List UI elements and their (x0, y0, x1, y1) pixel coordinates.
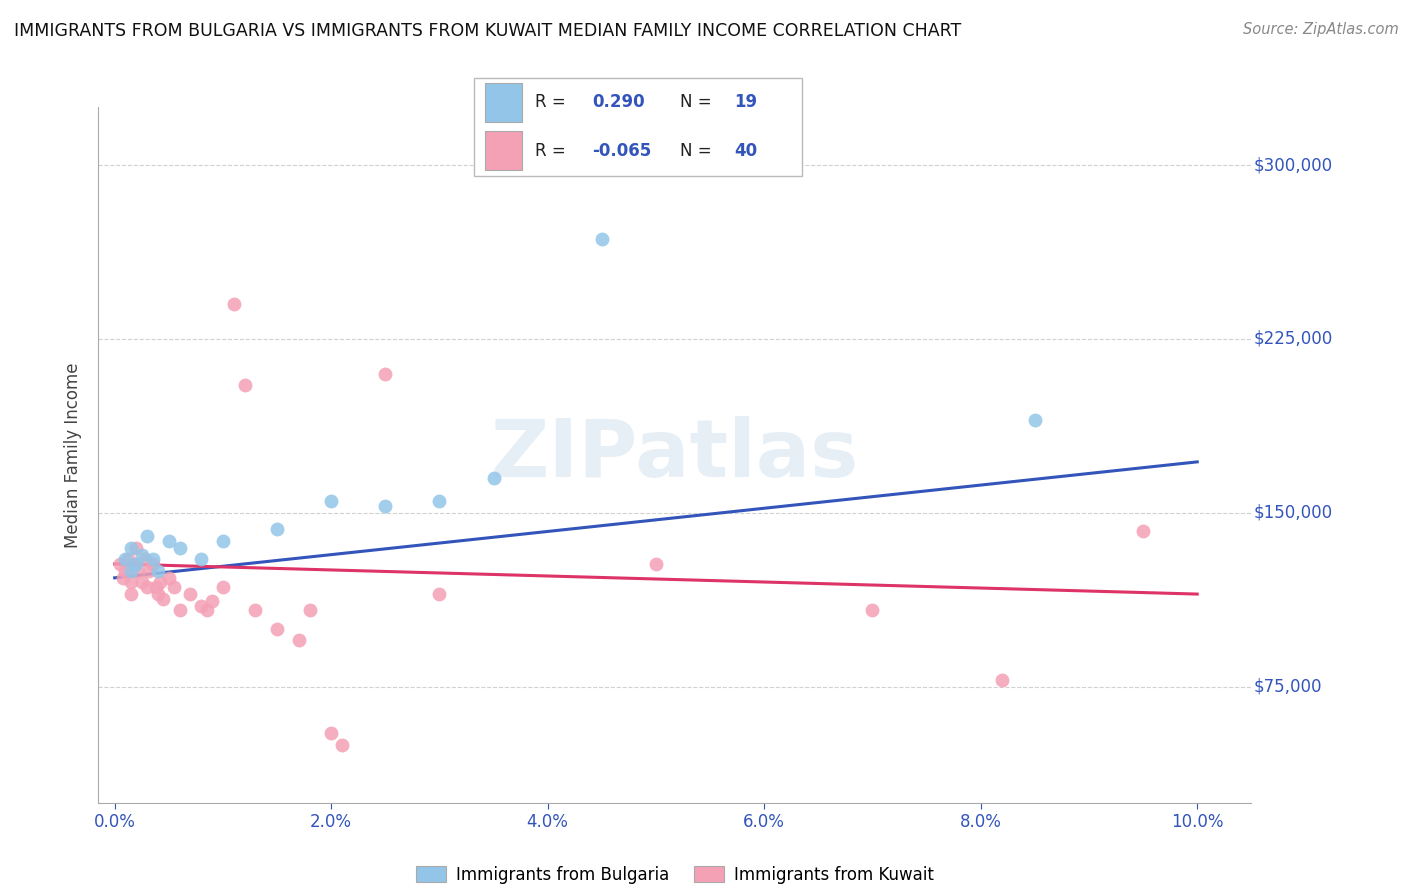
Y-axis label: Median Family Income: Median Family Income (65, 362, 83, 548)
Point (108, 557, 131, 571)
Point (222, 297, 245, 311)
Point (145, 580, 167, 594)
Point (321, 494, 343, 508)
Point (266, 522, 288, 536)
Point (152, 591, 174, 606)
Text: $150,000: $150,000 (1254, 504, 1333, 522)
Text: 0.290: 0.290 (592, 94, 645, 112)
Point (374, 499, 396, 513)
Point (179, 587, 201, 601)
Point (991, 673, 1014, 687)
Point (157, 571, 180, 585)
Point (321, 726, 343, 740)
Point (112, 571, 135, 585)
Point (233, 378, 256, 392)
Point (190, 599, 212, 613)
Point (201, 594, 224, 608)
Point (429, 587, 451, 601)
Point (125, 557, 148, 571)
Point (138, 564, 160, 578)
Point (287, 633, 309, 648)
Point (131, 548, 153, 562)
Text: $75,000: $75,000 (1254, 678, 1322, 696)
Point (141, 557, 163, 571)
Point (149, 575, 172, 590)
Text: $300,000: $300,000 (1254, 156, 1333, 174)
Text: ZIPatlas: ZIPatlas (491, 416, 859, 494)
Point (127, 564, 149, 578)
FancyBboxPatch shape (485, 83, 522, 122)
Point (120, 541, 142, 555)
Point (122, 557, 145, 571)
Point (125, 541, 148, 555)
Text: R =: R = (536, 142, 565, 160)
Text: 40: 40 (734, 142, 758, 160)
Point (482, 471, 505, 485)
Point (245, 603, 267, 617)
Point (117, 552, 139, 566)
Point (374, 367, 396, 381)
Point (195, 603, 218, 617)
Point (134, 552, 156, 566)
Text: 19: 19 (734, 94, 758, 112)
Point (266, 622, 288, 636)
Point (114, 552, 136, 566)
Point (146, 587, 169, 601)
Point (212, 533, 235, 548)
Point (330, 738, 353, 752)
Point (1024, 413, 1046, 427)
Point (212, 580, 235, 594)
Point (120, 575, 142, 590)
Point (120, 587, 142, 601)
Point (169, 541, 191, 555)
Point (146, 564, 169, 578)
Point (141, 552, 163, 566)
Point (591, 232, 613, 246)
Point (190, 552, 212, 566)
Text: $225,000: $225,000 (1254, 330, 1333, 348)
Text: -0.065: -0.065 (592, 142, 652, 160)
Text: IMMIGRANTS FROM BULGARIA VS IMMIGRANTS FROM KUWAIT MEDIAN FAMILY INCOME CORRELAT: IMMIGRANTS FROM BULGARIA VS IMMIGRANTS F… (14, 22, 962, 40)
Point (136, 580, 159, 594)
Point (114, 564, 136, 578)
Text: N =: N = (681, 142, 711, 160)
Point (1132, 524, 1154, 539)
Point (136, 529, 159, 543)
Text: R =: R = (536, 94, 565, 112)
Point (169, 603, 191, 617)
Point (298, 603, 321, 617)
Point (862, 603, 884, 617)
Text: Source: ZipAtlas.com: Source: ZipAtlas.com (1243, 22, 1399, 37)
Point (429, 494, 451, 508)
Text: N =: N = (681, 94, 711, 112)
Point (120, 564, 142, 578)
Point (157, 533, 180, 548)
Point (131, 575, 153, 590)
FancyBboxPatch shape (474, 78, 801, 177)
Point (163, 580, 186, 594)
Point (645, 557, 668, 571)
Legend: Immigrants from Bulgaria, Immigrants from Kuwait: Immigrants from Bulgaria, Immigrants fro… (408, 857, 942, 892)
FancyBboxPatch shape (485, 131, 522, 170)
